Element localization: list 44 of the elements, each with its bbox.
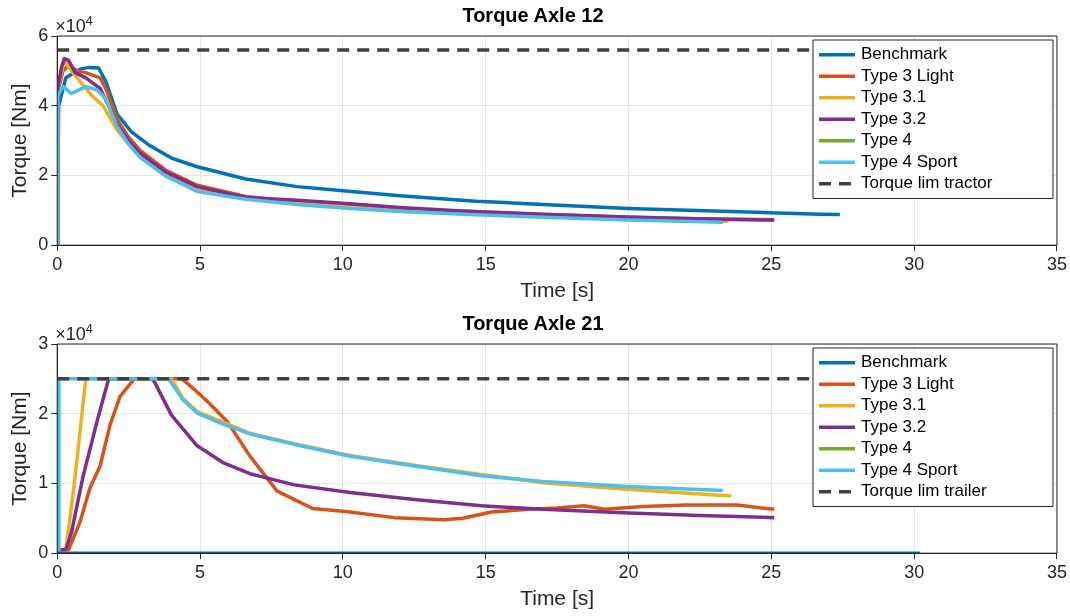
legend-label: Type 3.1 xyxy=(860,395,927,415)
legend-label: Type 4 xyxy=(860,438,913,458)
x-tick-label: 5 xyxy=(195,253,206,274)
y-tick-label: 6 xyxy=(38,24,49,45)
y-tick-label: 2 xyxy=(38,164,49,185)
x-axis-title: Time [s] xyxy=(520,278,595,302)
y-axis-title: Torque [Nm] xyxy=(7,83,31,198)
chart-title: Torque Axle 21 xyxy=(462,311,604,334)
x-tick-label: 15 xyxy=(475,561,496,582)
x-tick-label: 35 xyxy=(1046,561,1067,582)
legend-label: Type 3 Light xyxy=(860,65,954,85)
legend-label: Type 3 Light xyxy=(860,373,954,393)
x-tick-label: 25 xyxy=(761,561,782,582)
legend-label: Torque lim tractor xyxy=(860,173,993,193)
y-tick-label: 1 xyxy=(38,472,49,493)
y-tick-label: 0 xyxy=(38,542,49,563)
x-tick-label: 25 xyxy=(761,253,782,274)
legend-label: Torque lim trailer xyxy=(860,481,987,501)
x-tick-label: 20 xyxy=(618,561,639,582)
y-tick-label: 0 xyxy=(38,234,49,255)
x-tick-label: 15 xyxy=(475,253,496,274)
x-tick-label: 20 xyxy=(618,253,639,274)
y-tick-label: 4 xyxy=(38,94,49,115)
legend-label: Type 3.2 xyxy=(860,416,927,436)
y-tick-label: 3 xyxy=(38,332,49,353)
x-axis-title: Time [s] xyxy=(520,586,595,610)
legend-label: Type 4 Sport xyxy=(860,151,958,171)
x-tick-label: 30 xyxy=(904,561,925,582)
x-tick-label: 35 xyxy=(1046,253,1067,274)
x-tick-label: 10 xyxy=(332,561,353,582)
x-tick-label: 5 xyxy=(195,561,206,582)
chart-title: Torque Axle 12 xyxy=(462,3,604,26)
legend-label: Benchmark xyxy=(860,352,948,372)
x-tick-label: 0 xyxy=(52,561,63,582)
x-tick-label: 10 xyxy=(332,253,353,274)
y-tick-label: 2 xyxy=(38,402,49,423)
legend-label: Benchmark xyxy=(860,44,948,64)
legend-label: Type 3.1 xyxy=(860,87,927,107)
x-tick-label: 0 xyxy=(52,253,63,274)
x-tick-label: 30 xyxy=(904,253,925,274)
legend-label: Type 4 Sport xyxy=(860,459,958,479)
legend-label: Type 4 xyxy=(860,130,913,150)
legend-label: Type 3.2 xyxy=(860,108,927,128)
y-axis-title: Torque [Nm] xyxy=(7,391,31,506)
